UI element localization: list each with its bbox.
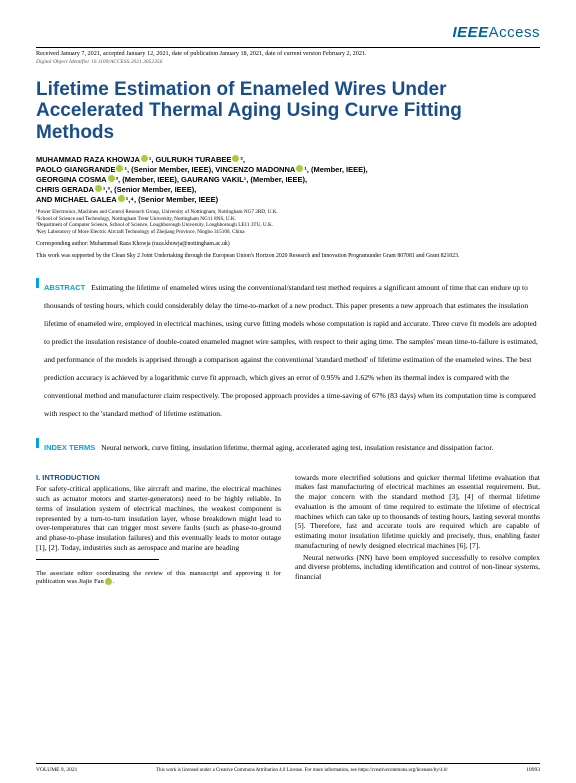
authors-list: MUHAMMAD RAZA KHOWJA¹, GULRUKH TURABEE²,… <box>36 155 540 206</box>
column-left: I. INTRODUCTION For safety-critical appl… <box>36 473 281 586</box>
orcid-icon <box>141 155 148 162</box>
logo-access: Access <box>489 24 540 41</box>
orcid-icon <box>296 165 303 172</box>
orcid-icon <box>95 185 102 192</box>
abstract-label: ABSTRACT <box>44 283 85 292</box>
abstract-text: Estimating the lifetime of enameled wire… <box>44 283 538 418</box>
received-dates: Received January 7, 2021, accepted Janua… <box>36 50 540 57</box>
affiliations: ¹Power Electronics, Machines and Control… <box>36 209 540 235</box>
column-right: towards more electrified solutions and q… <box>295 473 540 586</box>
footer-license: This work is licensed under a Creative C… <box>77 768 526 773</box>
intro-paragraph-2: towards more electrified solutions and q… <box>295 473 540 551</box>
affiliation-line: ⁴Key Laboratory of More Electric Aircraf… <box>36 229 540 236</box>
orcid-icon <box>108 175 115 182</box>
page-footer: VOLUME 9, 2021 This work is licensed und… <box>36 763 540 773</box>
orcid-icon <box>232 155 239 162</box>
intro-paragraph-1: For safety-critical applications, like a… <box>36 484 281 552</box>
intro-paragraph-3: Neural networks (NN) have been employed … <box>295 553 540 582</box>
orcid-icon <box>118 195 125 202</box>
article-title: Lifetime Estimation of Enameled Wires Un… <box>36 79 540 143</box>
doi: Digital Object Identifier 10.1109/ACCESS… <box>36 59 540 65</box>
footer-volume: VOLUME 9, 2021 <box>36 767 77 773</box>
index-terms-section: INDEX TERMS Neural network, curve fittin… <box>36 437 540 455</box>
footnote-divider <box>36 559 159 560</box>
orcid-icon <box>116 165 123 172</box>
divider <box>36 47 540 48</box>
abstract-section: ABSTRACT Estimating the lifetime of enam… <box>36 277 540 421</box>
journal-logo: IEEEAccess <box>36 24 540 41</box>
orcid-icon <box>105 578 112 585</box>
index-terms-label: INDEX TERMS <box>44 443 95 452</box>
body-columns: I. INTRODUCTION For safety-critical appl… <box>36 473 540 586</box>
footer-page-number: 18993 <box>526 767 540 773</box>
intro-heading: I. INTRODUCTION <box>36 473 281 483</box>
funding-note: This work was supported by the Clean Sky… <box>36 253 540 260</box>
index-terms-text: Neural network, curve fitting, insulatio… <box>101 443 493 452</box>
logo-ieee: IEEE <box>452 24 488 41</box>
associate-editor-note: The associate editor coordinating the re… <box>36 570 281 586</box>
corresponding-author: Corresponding author: Muhammad Raza Khow… <box>36 241 540 247</box>
